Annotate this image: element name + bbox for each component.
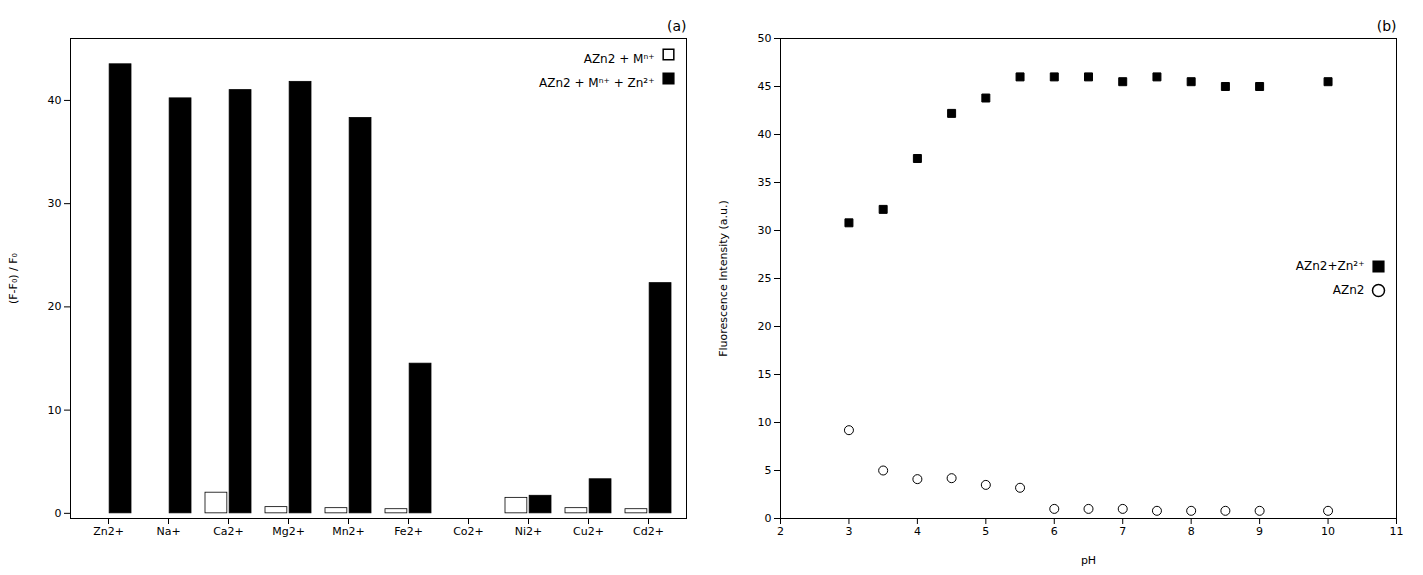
svg-text:40: 40 bbox=[758, 128, 772, 141]
svg-text:Cu2+: Cu2+ bbox=[573, 525, 604, 538]
svg-text:20: 20 bbox=[48, 300, 62, 313]
svg-text:30: 30 bbox=[758, 224, 772, 237]
svg-text:Ca2+: Ca2+ bbox=[213, 525, 244, 538]
svg-text:AZn2 + Mⁿ⁺: AZn2 + Mⁿ⁺ bbox=[584, 52, 655, 66]
svg-text:20: 20 bbox=[758, 320, 772, 333]
svg-text:Na+: Na+ bbox=[156, 525, 180, 538]
svg-text:50: 50 bbox=[758, 32, 772, 45]
svg-text:Cd2+: Cd2+ bbox=[633, 525, 664, 538]
svg-text:Ni2+: Ni2+ bbox=[515, 525, 543, 538]
svg-text:30: 30 bbox=[48, 197, 62, 210]
svg-text:Mg2+: Mg2+ bbox=[272, 525, 305, 538]
svg-text:35: 35 bbox=[758, 176, 772, 189]
svg-text:0: 0 bbox=[765, 512, 772, 525]
svg-text:(F-F₀) / F₀: (F-F₀) / F₀ bbox=[7, 252, 20, 304]
svg-text:5: 5 bbox=[982, 525, 989, 538]
svg-text:5: 5 bbox=[765, 464, 772, 477]
svg-text:Fe2+: Fe2+ bbox=[394, 525, 423, 538]
svg-text:pH: pH bbox=[1081, 554, 1096, 567]
svg-text:2: 2 bbox=[777, 525, 784, 538]
svg-text:15: 15 bbox=[758, 368, 772, 381]
svg-text:25: 25 bbox=[758, 272, 772, 285]
svg-text:10: 10 bbox=[1321, 525, 1335, 538]
svg-text:AZn2+Zn²⁺: AZn2+Zn²⁺ bbox=[1296, 259, 1365, 273]
svg-text:45: 45 bbox=[758, 80, 772, 93]
svg-text:Fluorescence Intensity (a.u.): Fluorescence Intensity (a.u.) bbox=[717, 200, 730, 357]
svg-text:6: 6 bbox=[1051, 525, 1058, 538]
svg-text:11: 11 bbox=[1390, 525, 1404, 538]
svg-text:40: 40 bbox=[48, 94, 62, 107]
svg-text:9: 9 bbox=[1256, 525, 1263, 538]
svg-text:0: 0 bbox=[55, 507, 62, 520]
svg-text:Zn2+: Zn2+ bbox=[93, 525, 124, 538]
svg-text:10: 10 bbox=[758, 416, 772, 429]
svg-text:3: 3 bbox=[845, 525, 852, 538]
svg-text:AZn2 + Mⁿ⁺ + Zn²⁺: AZn2 + Mⁿ⁺ + Zn²⁺ bbox=[539, 76, 654, 90]
svg-text:Mn2+: Mn2+ bbox=[332, 525, 365, 538]
svg-text:(a): (a) bbox=[667, 18, 687, 34]
svg-text:10: 10 bbox=[48, 404, 62, 417]
svg-text:7: 7 bbox=[1119, 525, 1126, 538]
svg-text:4: 4 bbox=[914, 525, 921, 538]
svg-text:8: 8 bbox=[1188, 525, 1195, 538]
svg-text:(b): (b) bbox=[1377, 18, 1397, 34]
svg-text:Co2+: Co2+ bbox=[453, 525, 484, 538]
svg-text:AZn2: AZn2 bbox=[1333, 283, 1365, 297]
